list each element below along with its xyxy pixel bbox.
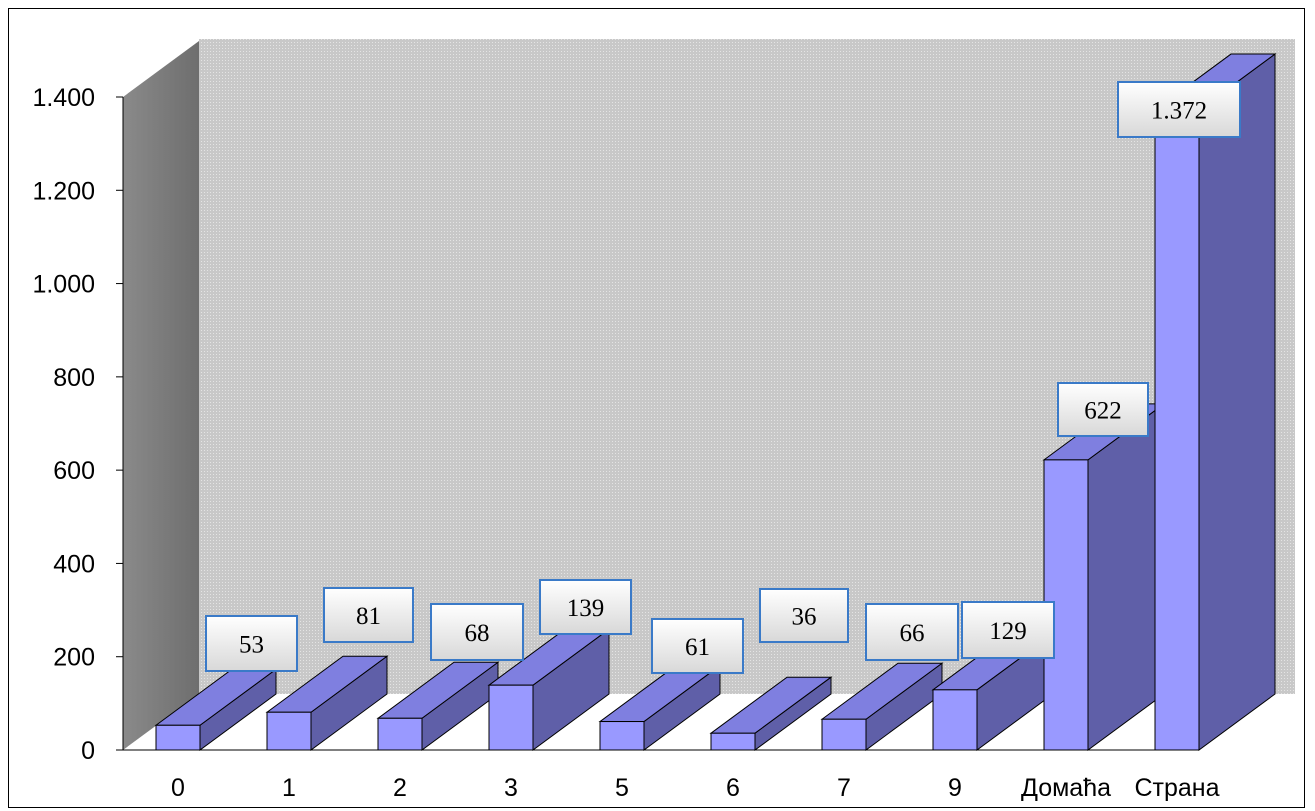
data-label-text: 53 (239, 632, 264, 659)
x-tick-label: Домаћа (1021, 774, 1111, 802)
bar-front (821, 718, 867, 751)
y-tick-label: 1.000 (32, 271, 95, 299)
x-tick-label: 3 (504, 774, 518, 802)
data-label-box (1117, 81, 1241, 138)
data-label-text: 139 (567, 595, 605, 622)
data-label-text: 66 (900, 620, 925, 647)
x-tick-label: 5 (615, 774, 629, 802)
bar-Домаћа (1042, 402, 1166, 751)
data-label-text: 36 (792, 604, 817, 631)
bar-side (1198, 53, 1276, 751)
x-tick-label: 2 (393, 774, 407, 802)
data-label-box (323, 587, 414, 643)
bar-2 (376, 661, 500, 751)
data-label-1: 81 (323, 587, 414, 643)
data-label-box (759, 588, 849, 643)
data-label-9: 129 (961, 601, 1055, 659)
bar-3 (487, 628, 611, 751)
y-tick-label: 200 (53, 644, 95, 672)
data-label-3: 139 (539, 579, 632, 635)
bar-1 (265, 655, 389, 751)
data-label-0: 53 (205, 615, 298, 672)
data-label-box (865, 603, 959, 661)
data-label-Страна: 1.372 (1117, 81, 1241, 138)
bar-5 (598, 664, 722, 751)
data-label-text: 68 (465, 620, 490, 647)
data-label-text: 622 (1084, 398, 1122, 425)
y-tick-label: 1.200 (32, 177, 95, 205)
x-tick-label: 9 (948, 774, 962, 802)
y-tick-label: 0 (81, 737, 95, 765)
x-tick-label: 1 (282, 774, 296, 802)
data-label-text: 129 (989, 618, 1027, 645)
data-label-box (1057, 382, 1149, 437)
bar-front (710, 732, 756, 751)
data-label-Домаћа: 622 (1057, 382, 1149, 437)
data-label-2: 68 (430, 603, 524, 661)
bar-front (1154, 109, 1200, 751)
data-label-text: 81 (356, 603, 381, 630)
bar-0 (154, 668, 278, 751)
bar-Страна (1153, 53, 1277, 751)
bar-front (377, 717, 423, 751)
x-tick-label: 6 (726, 774, 740, 802)
data-label-5: 61 (651, 618, 744, 674)
data-label-6: 36 (759, 588, 849, 643)
y-tick-label: 800 (53, 364, 95, 392)
bar-6 (709, 676, 833, 751)
bar-side (1087, 402, 1165, 751)
y-tick-label: 1.400 (32, 84, 95, 112)
y-tick-label: 400 (53, 550, 95, 578)
data-label-box (539, 579, 632, 635)
x-tick-label: Страна (1134, 774, 1219, 802)
x-tick-label: 7 (837, 774, 851, 802)
bar-front (488, 684, 534, 751)
data-label-text: 61 (685, 634, 710, 661)
bar-front (932, 689, 978, 751)
data-label-box (651, 618, 744, 674)
x-tick-label: 0 (171, 774, 185, 802)
data-label-box (430, 603, 524, 661)
data-label-text: 1.372 (1151, 98, 1207, 125)
bar-front (155, 724, 201, 751)
bar-front (599, 721, 645, 751)
side-wall (123, 41, 199, 750)
chart-frame (8, 8, 1305, 808)
y-tick-label: 600 (53, 457, 95, 485)
data-label-box (961, 601, 1055, 659)
data-label-7: 66 (865, 603, 959, 661)
bar-front (266, 711, 312, 751)
data-label-box (205, 615, 298, 672)
